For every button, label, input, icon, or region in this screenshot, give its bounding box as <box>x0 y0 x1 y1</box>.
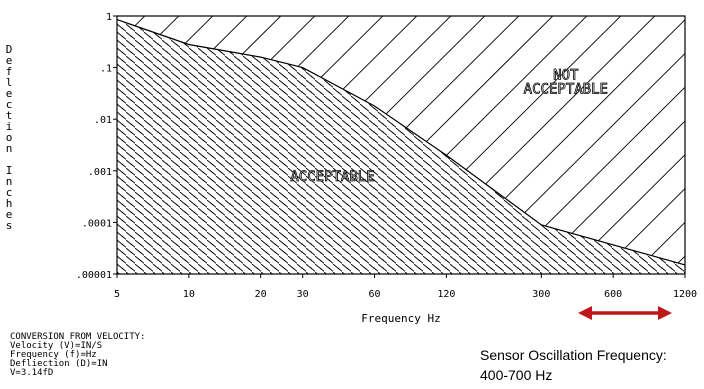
conversion-line: Velocity (V)=IN/S <box>10 341 103 351</box>
y-tick-label: .001 <box>88 167 112 178</box>
y-axis-label-char: c <box>5 98 13 111</box>
y-tick-label: .1 <box>100 64 112 75</box>
x-tick-label: 600 <box>604 289 622 300</box>
y-axis-label-char: I <box>5 164 13 177</box>
not-acceptable-region <box>117 16 685 265</box>
y-axis-ticks: 1 .1 .01 .001 .0001 .00001 <box>76 12 117 281</box>
frequency-range-arrow <box>578 306 672 320</box>
y-axis-label-char: t <box>5 109 13 122</box>
plot-frame <box>116 15 686 275</box>
y-axis-label-char: D <box>5 43 13 56</box>
y-axis-label-char: o <box>5 131 13 144</box>
conversion-title: CONVERSION FROM VELOCITY: <box>10 332 146 342</box>
y-axis-label-char: n <box>5 175 13 188</box>
acceptable-region <box>117 19 685 274</box>
x-tick-label: 30 <box>297 289 309 300</box>
y-tick-label: .01 <box>94 115 112 126</box>
x-tick-label: 20 <box>255 289 267 300</box>
conversion-line: V=3.14fD <box>10 368 54 378</box>
x-axis-label: Frequency Hz <box>361 312 440 325</box>
conversion-line: Defliection (D)=IN <box>10 359 108 369</box>
y-axis-label-char: e <box>5 87 13 100</box>
x-tick-label: 1200 <box>673 289 697 300</box>
not-acceptable-label: NOT <box>553 68 579 84</box>
x-axis-ticks: 5 10 20 30 60 120 300 600 1200 <box>114 274 697 300</box>
x-tick-label: 60 <box>369 289 381 300</box>
y-axis-label-char: s <box>5 219 13 232</box>
sensor-frequency-note: Sensor Oscillation Frequency: 400-700 Hz <box>480 345 667 385</box>
sensor-note-range: 400-700 Hz <box>480 367 553 383</box>
y-axis-label-char: c <box>5 186 13 199</box>
y-axis-label-char: n <box>5 142 13 155</box>
not-acceptable-label: ACCEPTABLE <box>524 82 608 98</box>
conversion-notes: CONVERSION FROM VELOCITY: Velocity (V)=I… <box>10 333 145 378</box>
acceptable-label: ACCEPTABLE <box>290 169 374 185</box>
y-tick-label: .0001 <box>82 218 112 229</box>
acceptance-boundary-line <box>116 19 686 266</box>
y-axis-label-char: l <box>5 76 13 89</box>
y-tick-label: 1 <box>106 12 112 23</box>
x-tick-label: 5 <box>114 289 120 300</box>
y-axis-label-char: h <box>5 197 13 210</box>
conversion-line: Frequency (f)=Hz <box>10 350 97 360</box>
x-tick-label: 300 <box>532 289 550 300</box>
y-tick-label: .00001 <box>76 270 112 281</box>
y-axis-label-char: f <box>5 65 13 78</box>
y-axis-label-char: i <box>5 120 13 133</box>
x-tick-label: 10 <box>183 289 195 300</box>
y-axis-label-char: e <box>5 54 13 67</box>
sensor-note-title: Sensor Oscillation Frequency: <box>480 347 667 363</box>
x-tick-label: 120 <box>437 289 455 300</box>
y-axis-label-char: e <box>5 208 13 221</box>
